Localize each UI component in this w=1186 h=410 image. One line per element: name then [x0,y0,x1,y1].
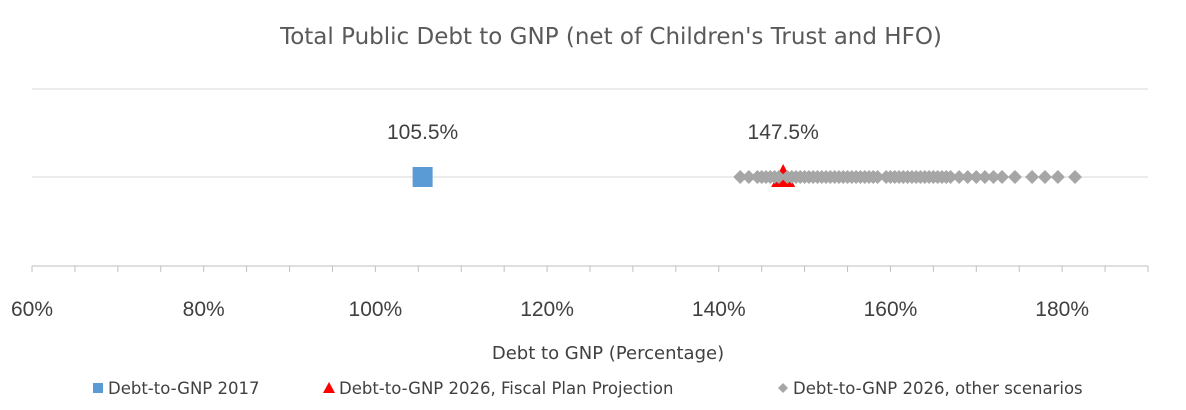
chart-title: Total Public Debt to GNP (net of Childre… [279,24,942,50]
data-label: 147.5% [748,121,819,144]
point-other-scenario [977,170,992,184]
point-other-scenario [943,170,958,184]
point-other-scenario [741,170,756,184]
x-tick-label: 160% [864,298,918,321]
data-marks [412,164,1083,187]
point-other-scenario [995,170,1010,184]
point-other-scenario [1068,170,1083,184]
grid [32,88,1148,178]
point-other-scenario [1050,170,1065,184]
point-other-scenario [969,170,984,184]
legend-marker-diamond [778,383,788,393]
x-axis: 60% 80% 100% 120% 140% 160% 180% [11,265,1149,321]
point-other-scenario [771,170,786,184]
point-other-scenario [870,170,885,184]
x-tick-label: 80% [183,298,225,321]
legend-marker-triangle [323,382,335,393]
x-tick-label: 100% [349,298,403,321]
legend-label: Debt-to-GNP 2026, other scenarios [793,379,1083,398]
x-tick-label: 120% [520,298,574,321]
point-other-scenario [733,170,748,184]
x-tick-label: 60% [11,298,53,321]
point-other-scenario [960,170,975,184]
data-label: 105.5% [387,121,458,144]
point-other-scenario [1025,170,1040,184]
legend: Debt-to-GNP 2017 Debt-to-GNP 2026, Fiscal… [93,379,1083,398]
x-axis-title: Debt to GNP (Percentage) [492,343,724,364]
data-labels: 105.5% 147.5% [387,121,819,144]
point-other-scenario [1037,170,1052,184]
point-other-scenario [1007,170,1022,184]
legend-label: Debt-to-GNP 2017 [108,379,260,398]
point-2017 [412,167,433,187]
point-other-scenario [952,170,967,184]
x-tick-label: 180% [1035,298,1089,321]
legend-label: Debt-to-GNP 2026, Fiscal Plan Projection [339,379,673,398]
legend-marker-square [93,383,103,393]
x-tick-label: 140% [692,298,746,321]
point-other-scenario [986,170,1001,184]
